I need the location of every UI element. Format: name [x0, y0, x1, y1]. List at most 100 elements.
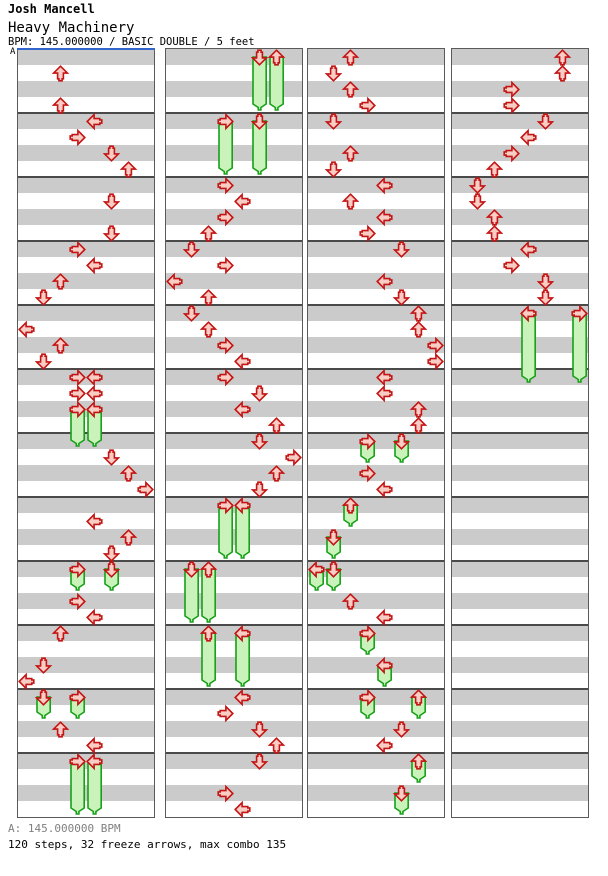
tap-arrow-down-icon: [182, 305, 201, 322]
tap-arrow-down-icon: [102, 193, 121, 210]
measure-line: [18, 432, 154, 434]
tap-arrow-up-icon: [553, 49, 572, 66]
tap-arrow-up-icon: [409, 321, 428, 338]
tap-arrow-down-icon: [392, 289, 411, 306]
freeze-head-right-icon: [217, 496, 234, 515]
freeze-body: [87, 760, 102, 815]
tap-arrow-down-icon: [392, 241, 411, 258]
freeze-head-down-icon: [34, 689, 53, 706]
measure-line: [166, 176, 302, 178]
measure-line: [308, 496, 444, 498]
freeze-body: [70, 408, 85, 447]
tap-arrow-down-icon: [34, 353, 53, 370]
tap-arrow-right-icon: [217, 256, 234, 275]
measure-line: [452, 752, 588, 754]
freeze-head-right-icon: [69, 688, 86, 707]
footer-bpm-line: A: 145.000000 BPM: [8, 822, 121, 835]
chart-meta: BPM: 145.000000 / BASIC DOUBLE / 5 feet: [8, 36, 255, 48]
tap-arrow-up-icon: [51, 65, 70, 82]
freeze-head-right-icon: [69, 560, 86, 579]
section-marker-line: [17, 47, 155, 50]
tap-arrow-right-icon: [359, 464, 376, 483]
tap-arrow-right-icon: [427, 352, 444, 371]
tap-arrow-down-icon: [468, 177, 487, 194]
chart-panel-4: [451, 48, 589, 818]
freeze-body: [201, 568, 216, 623]
measure-line: [18, 304, 154, 306]
measure-line: [308, 688, 444, 690]
freeze-head-down-icon: [250, 49, 269, 66]
tap-arrow-down-icon: [102, 225, 121, 242]
tap-arrow-right-icon: [285, 448, 302, 467]
tap-arrow-up-icon: [409, 417, 428, 434]
tap-arrow-left-icon: [376, 480, 393, 499]
measure-line: [452, 560, 588, 562]
tap-arrow-down-icon: [536, 289, 555, 306]
tap-arrow-left-icon: [86, 608, 103, 627]
freeze-body: [70, 760, 85, 815]
tap-arrow-up-icon: [553, 65, 572, 82]
tap-arrow-down-icon: [250, 721, 269, 738]
tap-arrow-right-icon: [217, 784, 234, 803]
measure-line: [166, 368, 302, 370]
measure-line: [452, 624, 588, 626]
measure-line: [18, 752, 154, 754]
measure-line: [166, 112, 302, 114]
freeze-body: [218, 504, 233, 559]
freeze-head-up-icon: [267, 49, 286, 66]
chart-panel-1: [17, 47, 155, 818]
song-title: Heavy Machinery: [8, 20, 135, 36]
tap-arrow-left-icon: [18, 320, 35, 339]
tap-arrow-up-icon: [267, 417, 286, 434]
measure-line: [308, 112, 444, 114]
tap-arrow-left-icon: [376, 272, 393, 291]
tap-arrow-right-icon: [69, 368, 86, 387]
freeze-body: [252, 120, 267, 175]
measure-line: [18, 368, 154, 370]
tap-arrow-down-icon: [250, 433, 269, 450]
measure-line: [308, 560, 444, 562]
freeze-head-right-icon: [359, 432, 376, 451]
tap-arrow-left-icon: [86, 736, 103, 755]
measure-line: [308, 240, 444, 242]
freeze-head-right-icon: [217, 112, 234, 131]
measure-line: [166, 304, 302, 306]
measure-line: [18, 240, 154, 242]
measure-line: [452, 304, 588, 306]
measure-line: [452, 496, 588, 498]
tap-arrow-down-icon: [250, 481, 269, 498]
freeze-body: [87, 408, 102, 447]
tap-arrow-right-icon: [69, 384, 86, 403]
tap-arrow-left-icon: [376, 608, 393, 627]
freeze-head-down-icon: [324, 529, 343, 546]
tap-arrow-left-icon: [376, 176, 393, 195]
tap-arrow-right-icon: [503, 144, 520, 163]
measure-line: [308, 752, 444, 754]
measure-line: [308, 304, 444, 306]
measure-line: [452, 368, 588, 370]
tap-arrow-left-icon: [520, 240, 537, 259]
tap-arrow-up-icon: [51, 625, 70, 642]
tap-arrow-up-icon: [341, 49, 360, 66]
freeze-head-left-icon: [234, 624, 251, 643]
tap-arrow-left-icon: [376, 736, 393, 755]
tap-arrow-left-icon: [86, 256, 103, 275]
section-marker-label: A: [10, 47, 16, 57]
tap-arrow-up-icon: [51, 273, 70, 290]
tap-arrow-up-icon: [409, 401, 428, 418]
measure-line: [452, 176, 588, 178]
tap-arrow-left-icon: [234, 688, 251, 707]
tap-arrow-up-icon: [119, 529, 138, 546]
chart-panel-2: [165, 48, 303, 819]
freeze-head-up-icon: [199, 561, 218, 578]
tap-arrow-left-icon: [234, 800, 251, 819]
measure-line: [166, 624, 302, 626]
tap-arrow-up-icon: [51, 721, 70, 738]
tap-arrow-right-icon: [217, 704, 234, 723]
tap-arrow-up-icon: [485, 161, 504, 178]
freeze-body: [235, 632, 250, 687]
measure-line: [18, 496, 154, 498]
freeze-head-down-icon: [392, 433, 411, 450]
tap-arrow-up-icon: [341, 81, 360, 98]
tap-arrow-up-icon: [119, 465, 138, 482]
